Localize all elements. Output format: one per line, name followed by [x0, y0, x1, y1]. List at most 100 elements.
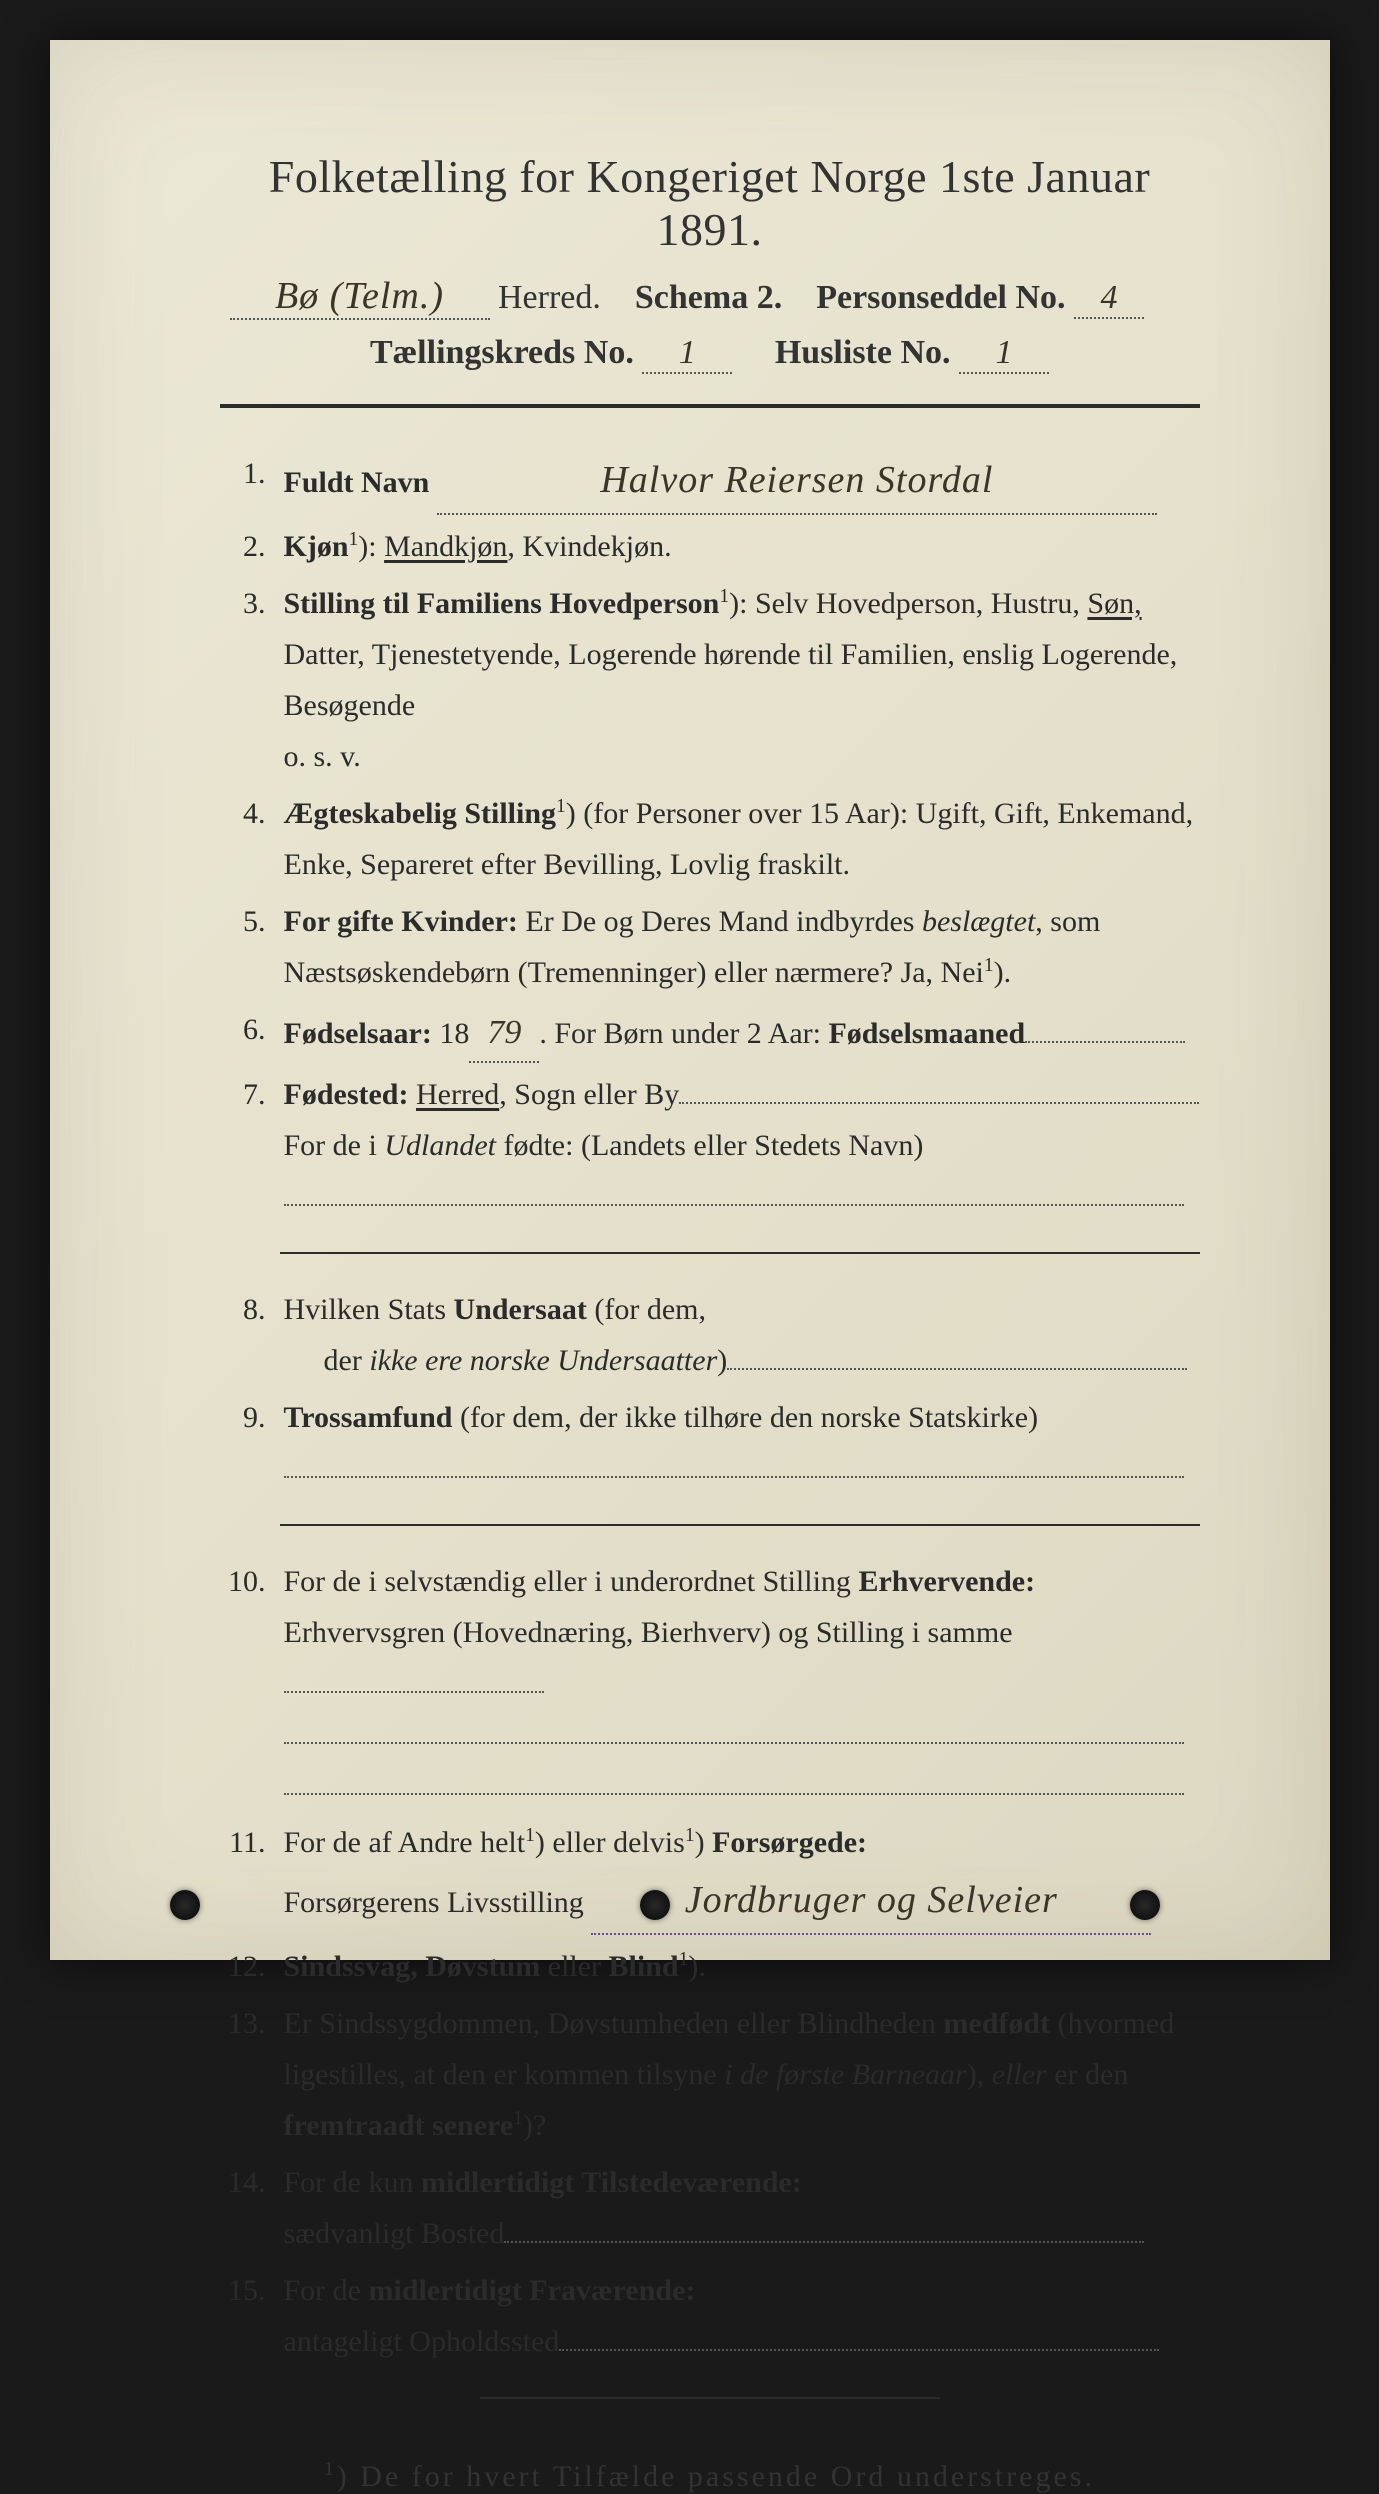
tros-blank [284, 1476, 1184, 1478]
fors-value: Jordbruger og Selveier [591, 1868, 1151, 1935]
medf-label2: fremtraadt senere [284, 2109, 514, 2142]
page-title: Folketælling for Kongeriget Norge 1ste J… [220, 150, 1200, 256]
medf-text-c: ), [967, 2058, 992, 2091]
item-5-num: 5. [220, 896, 284, 998]
gifte-sup: 1 [984, 955, 994, 976]
item-14: 14. For de kun midlertidigt Tilstedevære… [220, 2157, 1200, 2259]
item-3-num: 3. [220, 578, 284, 782]
medf-ital2: eller [992, 2058, 1047, 2091]
stat-end: ) [717, 1344, 727, 1377]
tilst-sub: sædvanligt Bosted [284, 2217, 505, 2250]
fodested-herred: Herred [416, 1078, 499, 1111]
kjon-rest: , Kvindekjøn. [507, 530, 671, 563]
sind-label: Sindssvag, Døvstum [284, 1950, 548, 1983]
subheader-line-1: Bø (Telm.) Herred. Schema 2. Personsedde… [220, 274, 1200, 320]
stat-ital: ikke ere norske Undersaatter [369, 1344, 717, 1377]
husliste-no: 1 [959, 334, 1049, 374]
fors-label: Forsørgede: [712, 1826, 867, 1859]
rule-top [220, 404, 1200, 408]
kreds-no: 1 [642, 334, 732, 374]
medf-ital: i de første Barneaar [724, 2058, 966, 2091]
punch-hole-right [1130, 1890, 1160, 1920]
item-7: 7. Fødested: Herred, Sogn eller By For d… [220, 1069, 1200, 1222]
rule-mid-2 [280, 1524, 1200, 1526]
aegte-label: Ægteskabelig Stilling [284, 797, 557, 830]
punch-hole-center [640, 1890, 670, 1920]
herred-label: Herred. [498, 279, 601, 316]
frav-blank [559, 2349, 1159, 2351]
schema-label: Schema 2. [635, 279, 782, 316]
gifte-ital: beslægtet [922, 905, 1035, 938]
rule-bottom [480, 2397, 940, 2399]
husliste-label: Husliste No. [775, 334, 951, 371]
tros-text: (for dem, der ikke tilhøre den norske St… [452, 1401, 1038, 1434]
fors-liv: Forsørgerens Livsstilling [284, 1886, 584, 1919]
erh-blank-2 [284, 1742, 1184, 1744]
item-12-num: 12. [220, 1941, 284, 1992]
gifte-text-a: Er De og Deres Mand indbyrdes [518, 905, 922, 938]
stat-label: Undersaat [454, 1293, 587, 1326]
medf-end: )? [523, 2109, 546, 2142]
aegte-sup: 1 [556, 796, 566, 817]
item-9-num: 9. [220, 1392, 284, 1494]
item-11-num: 11. [220, 1817, 284, 1935]
frav-label: midlertidigt Fraværende: [369, 2274, 696, 2307]
item-8: 8. Hvilken Stats Undersaat (for dem, der… [220, 1284, 1200, 1386]
tilst-blank [504, 2241, 1144, 2243]
item-10: 10. For de i selvstændig eller i underor… [220, 1556, 1200, 1811]
kjon-mand: Mandkjøn [384, 530, 507, 563]
item-14-num: 14. [220, 2157, 284, 2259]
tilst-text: For de kun [284, 2166, 422, 2199]
item-1: 1. Fuldt Navn Halvor Reiersen Stordal [220, 448, 1200, 515]
fors-text-b: ) eller delvis [535, 1826, 685, 1859]
item-15: 15. For de midlertidigt Fraværende: anta… [220, 2265, 1200, 2367]
fodested-ud: For de i [284, 1129, 385, 1162]
medf-sup: 1 [513, 2108, 523, 2129]
fodsaar-label: Fødselsaar: [284, 1017, 432, 1050]
fodested-blank2 [284, 1204, 1184, 1206]
fodested-blank [679, 1102, 1199, 1104]
kjon-label: Kjøn [284, 530, 349, 563]
sind-blind: Blind [609, 1950, 679, 1983]
fodested-ud2: fødte: (Landets eller Stedets Navn) [496, 1129, 923, 1162]
tilst-label: midlertidigt Tilstedeværende: [421, 2166, 802, 2199]
kreds-label: Tællingskreds No. [370, 334, 634, 371]
item-2-num: 2. [220, 521, 284, 572]
frav-sub: antageligt Opholdssted [284, 2325, 560, 2358]
herred-handwritten: Bø (Telm.) [230, 274, 490, 320]
fors-sup2: 1 [685, 1825, 695, 1846]
footnote-text: ) De for hvert Tilfælde passende Ord und… [337, 2460, 1095, 2493]
item-1-num: 1. [220, 448, 284, 515]
medf-text-d: er den [1047, 2058, 1129, 2091]
census-form-page: Folketælling for Kongeriget Norge 1ste J… [50, 40, 1330, 1960]
stilling-text-a: ): Selv Hovedperson, Hustru, [729, 587, 1087, 620]
gifte-end: ). [994, 956, 1012, 989]
medf-label: medfødt [943, 2007, 1050, 2040]
item-15-num: 15. [220, 2265, 284, 2367]
item-4: 4. Ægteskabelig Stilling1) (for Personer… [220, 788, 1200, 890]
item-8-num: 8. [220, 1284, 284, 1386]
erh-text-a: For de i selvstændig eller i underordnet… [284, 1565, 859, 1598]
kjon-sup: 1 [349, 529, 359, 550]
erh-label: Erhvervende: [858, 1565, 1035, 1598]
item-4-num: 4. [220, 788, 284, 890]
item-13: 13. Er Sindssygdommen, Døvstumheden elle… [220, 1998, 1200, 2151]
item-5: 5. For gifte Kvinder: Er De og Deres Man… [220, 896, 1200, 998]
tros-label: Trossamfund [284, 1401, 453, 1434]
stilling-label: Stilling til Familiens Hovedperson [284, 587, 720, 620]
fodsaar-value: 79 [469, 1004, 539, 1064]
item-12: 12. Sindssvag, Døvstum eller Blind1). [220, 1941, 1200, 1992]
personseddel-label: Personseddel No. [816, 279, 1065, 316]
personseddel-no: 4 [1074, 279, 1144, 319]
item-7-num: 7. [220, 1069, 284, 1222]
stilling-text-b: Datter, Tjenestetyende, Logerende hørend… [284, 638, 1178, 722]
stilling-text-c: o. s. v. [284, 740, 361, 773]
punch-hole-left [170, 1890, 200, 1920]
fodsmnd-label: Fødselsmaaned [828, 1017, 1025, 1050]
sind-sup: 1 [679, 1949, 689, 1970]
fodsaar-text: . For Børn under 2 Aar: [539, 1017, 828, 1050]
stat-text-a: Hvilken Stats [284, 1293, 454, 1326]
fuldt-navn-label: Fuldt Navn [284, 466, 430, 499]
fodested-udital: Udlandet [384, 1129, 496, 1162]
item-3: 3. Stilling til Familiens Hovedperson1):… [220, 578, 1200, 782]
